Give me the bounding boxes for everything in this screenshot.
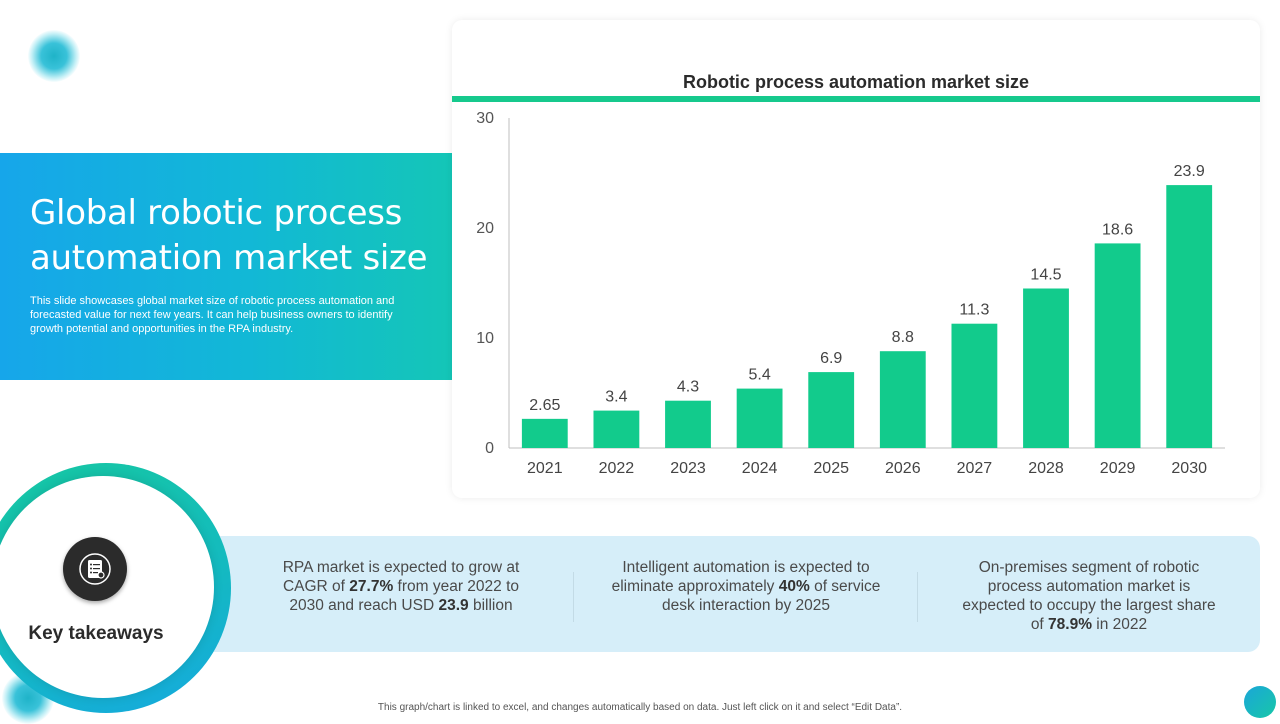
x-tick-label: 2030 [1171,460,1207,477]
takeaway-item-2: Intelligent automation is expected to el… [611,559,881,614]
bar-2021 [521,418,568,448]
takeaway-divider [917,572,918,622]
chart-title-underline [452,96,1260,102]
x-tick-label: 2024 [742,460,778,477]
data-label: 18.6 [1102,221,1133,238]
title-panel: Global robotic process automation market… [0,153,452,380]
data-label: 8.8 [892,329,914,346]
bar-chart[interactable]: 01020302.6520213.420224.320235.420246.92… [452,20,1260,498]
decorative-corner-dot [1244,686,1276,718]
data-label: 3.4 [605,389,627,406]
y-tick-label: 0 [485,440,494,457]
bar-2029 [1094,243,1141,448]
slide-title: Global robotic process automation market… [30,193,428,278]
x-tick-label: 2027 [957,460,993,477]
bar-2027 [951,323,998,448]
bar-2022 [593,410,640,448]
chart-card[interactable]: Robotic process automation market size 0… [452,20,1260,498]
data-label: 5.4 [748,367,770,384]
data-label: 4.3 [677,379,699,396]
takeaways-label: Key takeaways [28,623,164,644]
data-label: 6.9 [820,350,842,367]
bar-2030 [1166,185,1213,448]
x-tick-label: 2028 [1028,460,1064,477]
x-tick-label: 2026 [885,460,921,477]
data-label: 2.65 [529,397,560,414]
x-tick-label: 2023 [670,460,706,477]
bar-2024 [736,388,783,448]
x-tick-label: 2022 [599,460,635,477]
bar-2025 [808,372,855,448]
bar-2026 [879,351,926,448]
bar-2023 [665,400,711,448]
y-tick-label: 10 [476,330,494,347]
takeaway-divider [573,572,574,622]
slide-description: This slide showcases global market size … [30,295,395,335]
x-tick-label: 2025 [813,460,849,477]
data-label: 14.5 [1030,267,1061,284]
chart-title: Robotic process automation market size [682,72,1030,92]
x-tick-label: 2029 [1100,460,1136,477]
x-tick-label: 2021 [527,460,563,477]
y-tick-label: 20 [476,220,494,237]
takeaway-item-3: On-premises segment of robotic process a… [962,559,1216,633]
footnote: This graph/chart is linked to excel, and… [377,702,903,713]
bar-2028 [1023,288,1069,448]
decorative-blob-top-left [28,30,80,82]
takeaways-band [208,536,1260,652]
document-list-icon [63,537,127,601]
takeaway-item-1: RPA market is expected to grow at CAGR o… [282,559,520,614]
data-label: 23.9 [1174,163,1205,180]
y-tick-label: 30 [476,110,494,127]
data-label: 11.3 [959,302,989,319]
